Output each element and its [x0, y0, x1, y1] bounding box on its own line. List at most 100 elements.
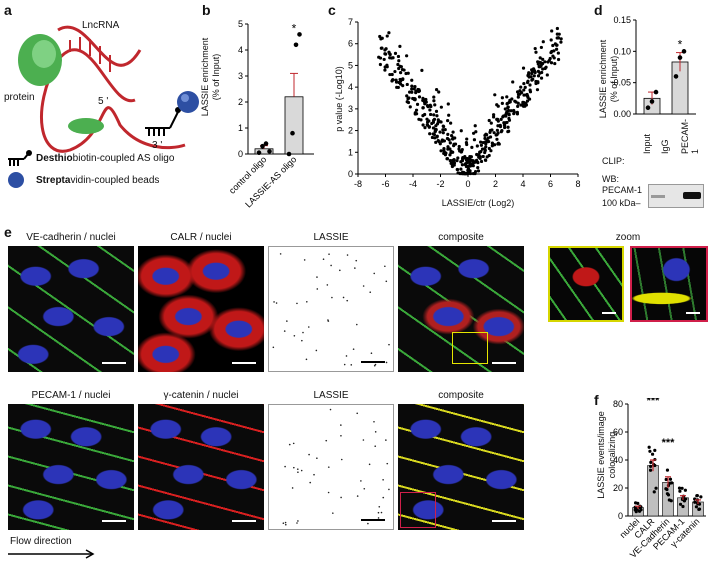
volcano-point	[402, 68, 406, 72]
lassie-dot	[284, 465, 286, 468]
volcano-point	[484, 158, 488, 162]
e-label-r2-3: LASSIE	[313, 390, 349, 401]
volcano-point	[559, 40, 563, 44]
lassie-dot	[327, 466, 330, 468]
volcano-point	[438, 142, 442, 146]
volcano-point	[429, 112, 433, 117]
volcano-point	[465, 157, 469, 161]
volcano-point	[428, 132, 432, 136]
volcano-point	[499, 117, 503, 121]
volcano-point	[428, 103, 432, 107]
lassie-dot	[307, 326, 310, 328]
lassie-dot	[377, 517, 380, 519]
y-tick-label: 0.05	[613, 78, 631, 88]
lassie-dot	[382, 478, 384, 481]
volcano-point	[466, 164, 471, 169]
volcano-point	[541, 67, 545, 71]
data-point	[678, 489, 682, 493]
volcano-point	[551, 43, 555, 48]
volcano-point	[435, 135, 439, 139]
lassie-dot	[293, 466, 295, 469]
lassie-dot	[388, 343, 390, 346]
volcano-point	[421, 106, 425, 110]
input-band	[651, 195, 665, 198]
western-blot	[648, 184, 704, 208]
data-point	[649, 460, 653, 465]
volcano-point	[557, 32, 561, 36]
panel-label-e: e	[4, 224, 12, 240]
volcano-point	[475, 152, 479, 157]
volcano-point	[385, 65, 389, 69]
volcano-point	[506, 105, 510, 109]
lassie-dot	[362, 285, 365, 287]
data-point	[677, 486, 682, 490]
volcano-point	[432, 99, 436, 103]
y-tick-label: 5	[238, 19, 243, 29]
lassie-dot	[330, 264, 332, 267]
volcano-point	[478, 155, 482, 159]
volcano-point	[530, 78, 534, 82]
data-point	[683, 488, 687, 492]
volcano-point	[451, 137, 455, 141]
volcano-point	[496, 104, 500, 108]
y-tick-label: 3	[238, 71, 243, 81]
x-tick-label: 0	[465, 179, 470, 189]
volcano-point	[515, 90, 520, 94]
volcano-point	[389, 56, 394, 60]
x-tick-label: LASSIE-AS oligo	[243, 154, 298, 209]
lassie-dot	[308, 453, 310, 456]
panel-a-schematic	[8, 25, 199, 188]
volcano-point	[553, 42, 557, 46]
panel-label-c: c	[328, 2, 336, 18]
volcano-point	[478, 150, 482, 154]
lassie-dot	[309, 481, 312, 484]
igg-lane-label: IgG	[660, 139, 670, 154]
y-tick-label: 4	[348, 82, 353, 92]
volcano-point	[427, 125, 431, 129]
volcano-point	[434, 124, 438, 128]
volcano-point	[473, 124, 477, 128]
flow-direction-label: Flow direction	[10, 536, 72, 547]
y-tick-label: 5	[348, 60, 353, 70]
lassie-dot	[329, 408, 332, 411]
volcano-point	[516, 104, 520, 108]
composite-image-2	[398, 404, 524, 530]
lassie-dot	[340, 496, 342, 499]
lassie-dot	[332, 512, 334, 514]
data-point	[647, 445, 651, 449]
lassie-dot	[356, 412, 359, 415]
oligo-legend: Desthiobiotin-coupled AS oligo	[36, 153, 175, 164]
volcano-point	[388, 72, 392, 77]
volcano-point	[490, 144, 494, 148]
volcano-point	[504, 113, 508, 117]
three-prime-label: 3 '	[152, 140, 163, 151]
volcano-point	[516, 101, 520, 105]
volcano-point	[433, 103, 437, 107]
volcano-point	[507, 129, 511, 133]
data-point	[670, 481, 674, 485]
volcano-point	[398, 77, 402, 82]
volcano-point	[475, 144, 479, 148]
volcano-point	[460, 163, 464, 167]
volcano-point	[438, 130, 442, 134]
lassie-dot	[355, 259, 358, 262]
volcano-point	[396, 54, 401, 59]
volcano-point	[525, 99, 530, 103]
volcano-point	[519, 85, 523, 89]
lassie-dot	[282, 522, 285, 525]
lassie-dot	[368, 463, 371, 466]
volcano-point	[388, 52, 392, 56]
volcano-point	[434, 88, 439, 92]
volcano-point	[404, 71, 408, 76]
volcano-point	[523, 85, 527, 90]
volcano-point	[536, 60, 540, 64]
volcano-point	[516, 95, 520, 99]
volcano-point	[539, 63, 543, 68]
volcano-point	[539, 76, 544, 80]
volcano-point	[393, 51, 398, 56]
lncrna-label: LncRNA	[82, 20, 120, 31]
volcano-point	[549, 38, 553, 42]
volcano-point	[507, 118, 512, 122]
data-point	[665, 468, 670, 472]
data-point	[664, 487, 668, 491]
